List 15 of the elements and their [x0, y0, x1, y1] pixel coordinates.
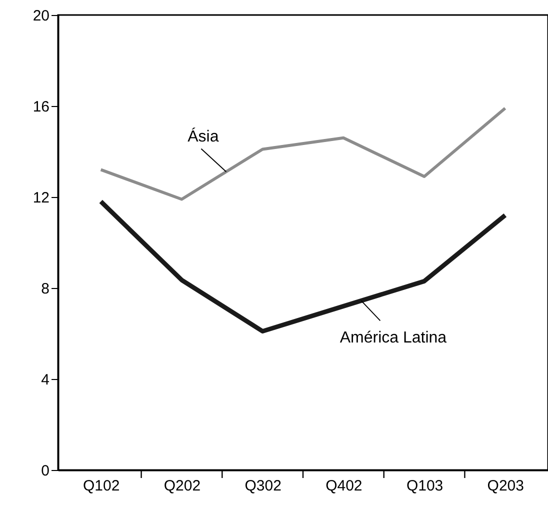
x-tick-label: Q402 — [326, 478, 362, 494]
y-tick-label: 16 — [32, 98, 50, 116]
y-tick-label: 8 — [41, 280, 50, 298]
series-label: América Latina — [340, 330, 447, 347]
x-tick-label: Q302 — [244, 478, 282, 494]
y-tick-label: 4 — [41, 372, 50, 388]
x-tick-label: Q203 — [487, 478, 524, 494]
y-tick-label: 20 — [32, 8, 50, 24]
line-series — [99, 106, 507, 201]
y-tick-label: 0 — [41, 462, 50, 480]
y-tick-label: 12 — [32, 190, 50, 206]
x-tick-label: Q102 — [83, 478, 120, 494]
series-label: Ásia — [188, 128, 219, 146]
x-tick-label: Q103 — [406, 478, 444, 494]
x-tick-label: Q202 — [164, 478, 201, 494]
